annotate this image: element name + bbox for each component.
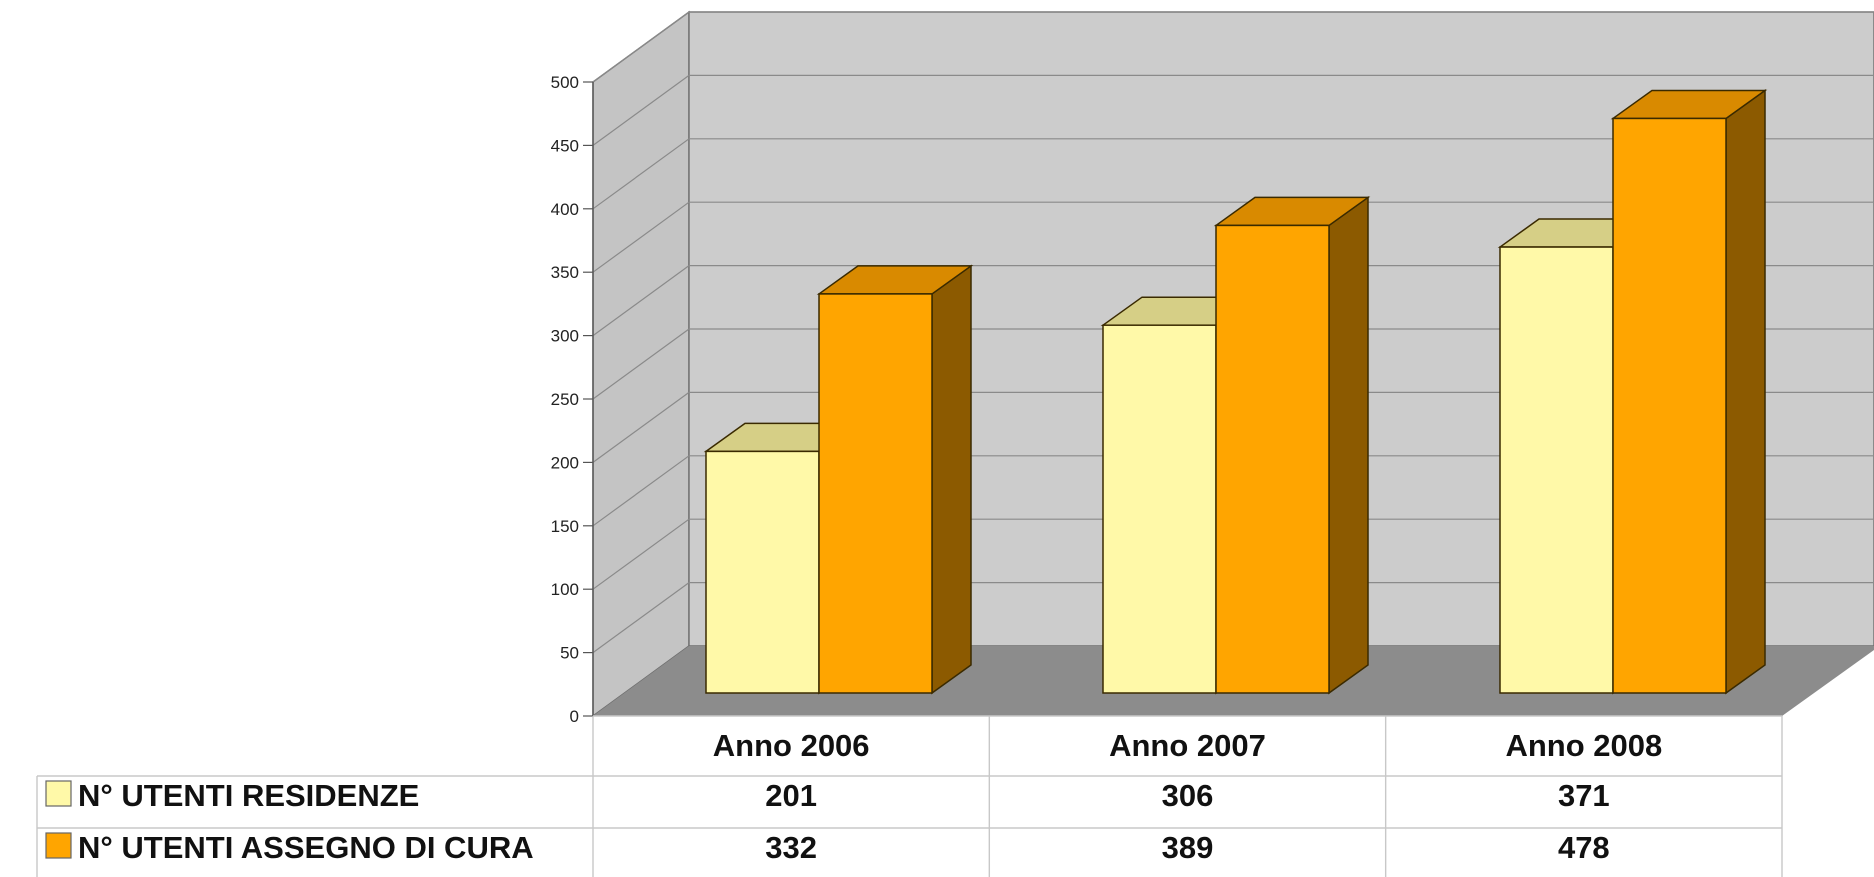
bar-side xyxy=(1328,195,1369,695)
bar-front xyxy=(818,293,933,694)
data-table: Anno 2006 Anno 2007 Anno 2008 N° UTENTI RES… xyxy=(36,715,1783,877)
y-tick-label: 150 xyxy=(551,517,579,536)
bar-front xyxy=(705,450,820,694)
y-tick-label: 350 xyxy=(551,263,579,282)
legend-label: N° UTENTI ASSEGNO DI CURA xyxy=(78,830,534,865)
bar-side xyxy=(1725,88,1766,695)
y-tick-label: 250 xyxy=(551,390,579,409)
bars xyxy=(703,88,1768,695)
bar-front xyxy=(1102,324,1217,694)
y-tick-label: 500 xyxy=(551,73,579,92)
gridline-diagonal xyxy=(592,201,690,273)
gridline-diagonal xyxy=(592,74,690,146)
gridline-diagonal xyxy=(592,582,690,654)
bar-assegno-2 xyxy=(1213,195,1371,695)
bar-front xyxy=(1215,224,1330,694)
legend-label: N° UTENTI RESIDENZE xyxy=(78,778,419,813)
category-label: Anno 2008 xyxy=(1505,728,1662,763)
y-tick-label: 50 xyxy=(560,644,579,663)
bar-assegno-1 xyxy=(816,264,974,695)
y-tick-label: 400 xyxy=(551,200,579,219)
legend-swatch xyxy=(45,780,72,807)
y-tick-label: 200 xyxy=(551,453,579,472)
data-label: 306 xyxy=(1162,778,1214,813)
legend-swatch xyxy=(45,832,72,859)
data-label: 478 xyxy=(1558,830,1610,865)
data-label: 201 xyxy=(765,778,817,813)
gridline-diagonal xyxy=(592,328,690,400)
data-label: 389 xyxy=(1162,830,1214,865)
gridline-diagonal xyxy=(592,518,690,590)
gridline-diagonal xyxy=(592,11,690,83)
y-tick-label: 0 xyxy=(570,707,579,726)
data-label: 371 xyxy=(1558,778,1610,813)
bar-front xyxy=(1612,117,1727,694)
data-label: 332 xyxy=(765,830,817,865)
bar-assegno-3 xyxy=(1610,88,1768,695)
gridline-diagonal xyxy=(592,391,690,463)
y-tick-label: 300 xyxy=(551,327,579,346)
category-label: Anno 2006 xyxy=(713,728,870,763)
gridline-diagonal xyxy=(592,265,690,337)
y-tick-label: 450 xyxy=(551,136,579,155)
bar-front xyxy=(1499,246,1614,694)
y-axis: 0 50 100 150 200 250 300 350 400 450 500 xyxy=(551,73,594,726)
y-tick-label: 100 xyxy=(551,580,579,599)
bar-side xyxy=(931,264,972,695)
category-label: Anno 2007 xyxy=(1109,728,1266,763)
gridline-diagonal xyxy=(592,455,690,527)
gridline-diagonal xyxy=(592,138,690,210)
